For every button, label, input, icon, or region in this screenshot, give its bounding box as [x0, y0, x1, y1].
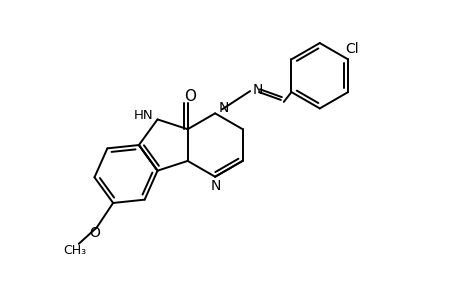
Text: O: O [89, 226, 100, 240]
Text: HN: HN [134, 109, 153, 122]
Text: N: N [252, 83, 263, 97]
Text: N: N [211, 179, 221, 193]
Text: CH₃: CH₃ [63, 244, 86, 257]
Text: N: N [218, 101, 229, 116]
Text: O: O [183, 88, 195, 104]
Text: Cl: Cl [344, 43, 358, 56]
